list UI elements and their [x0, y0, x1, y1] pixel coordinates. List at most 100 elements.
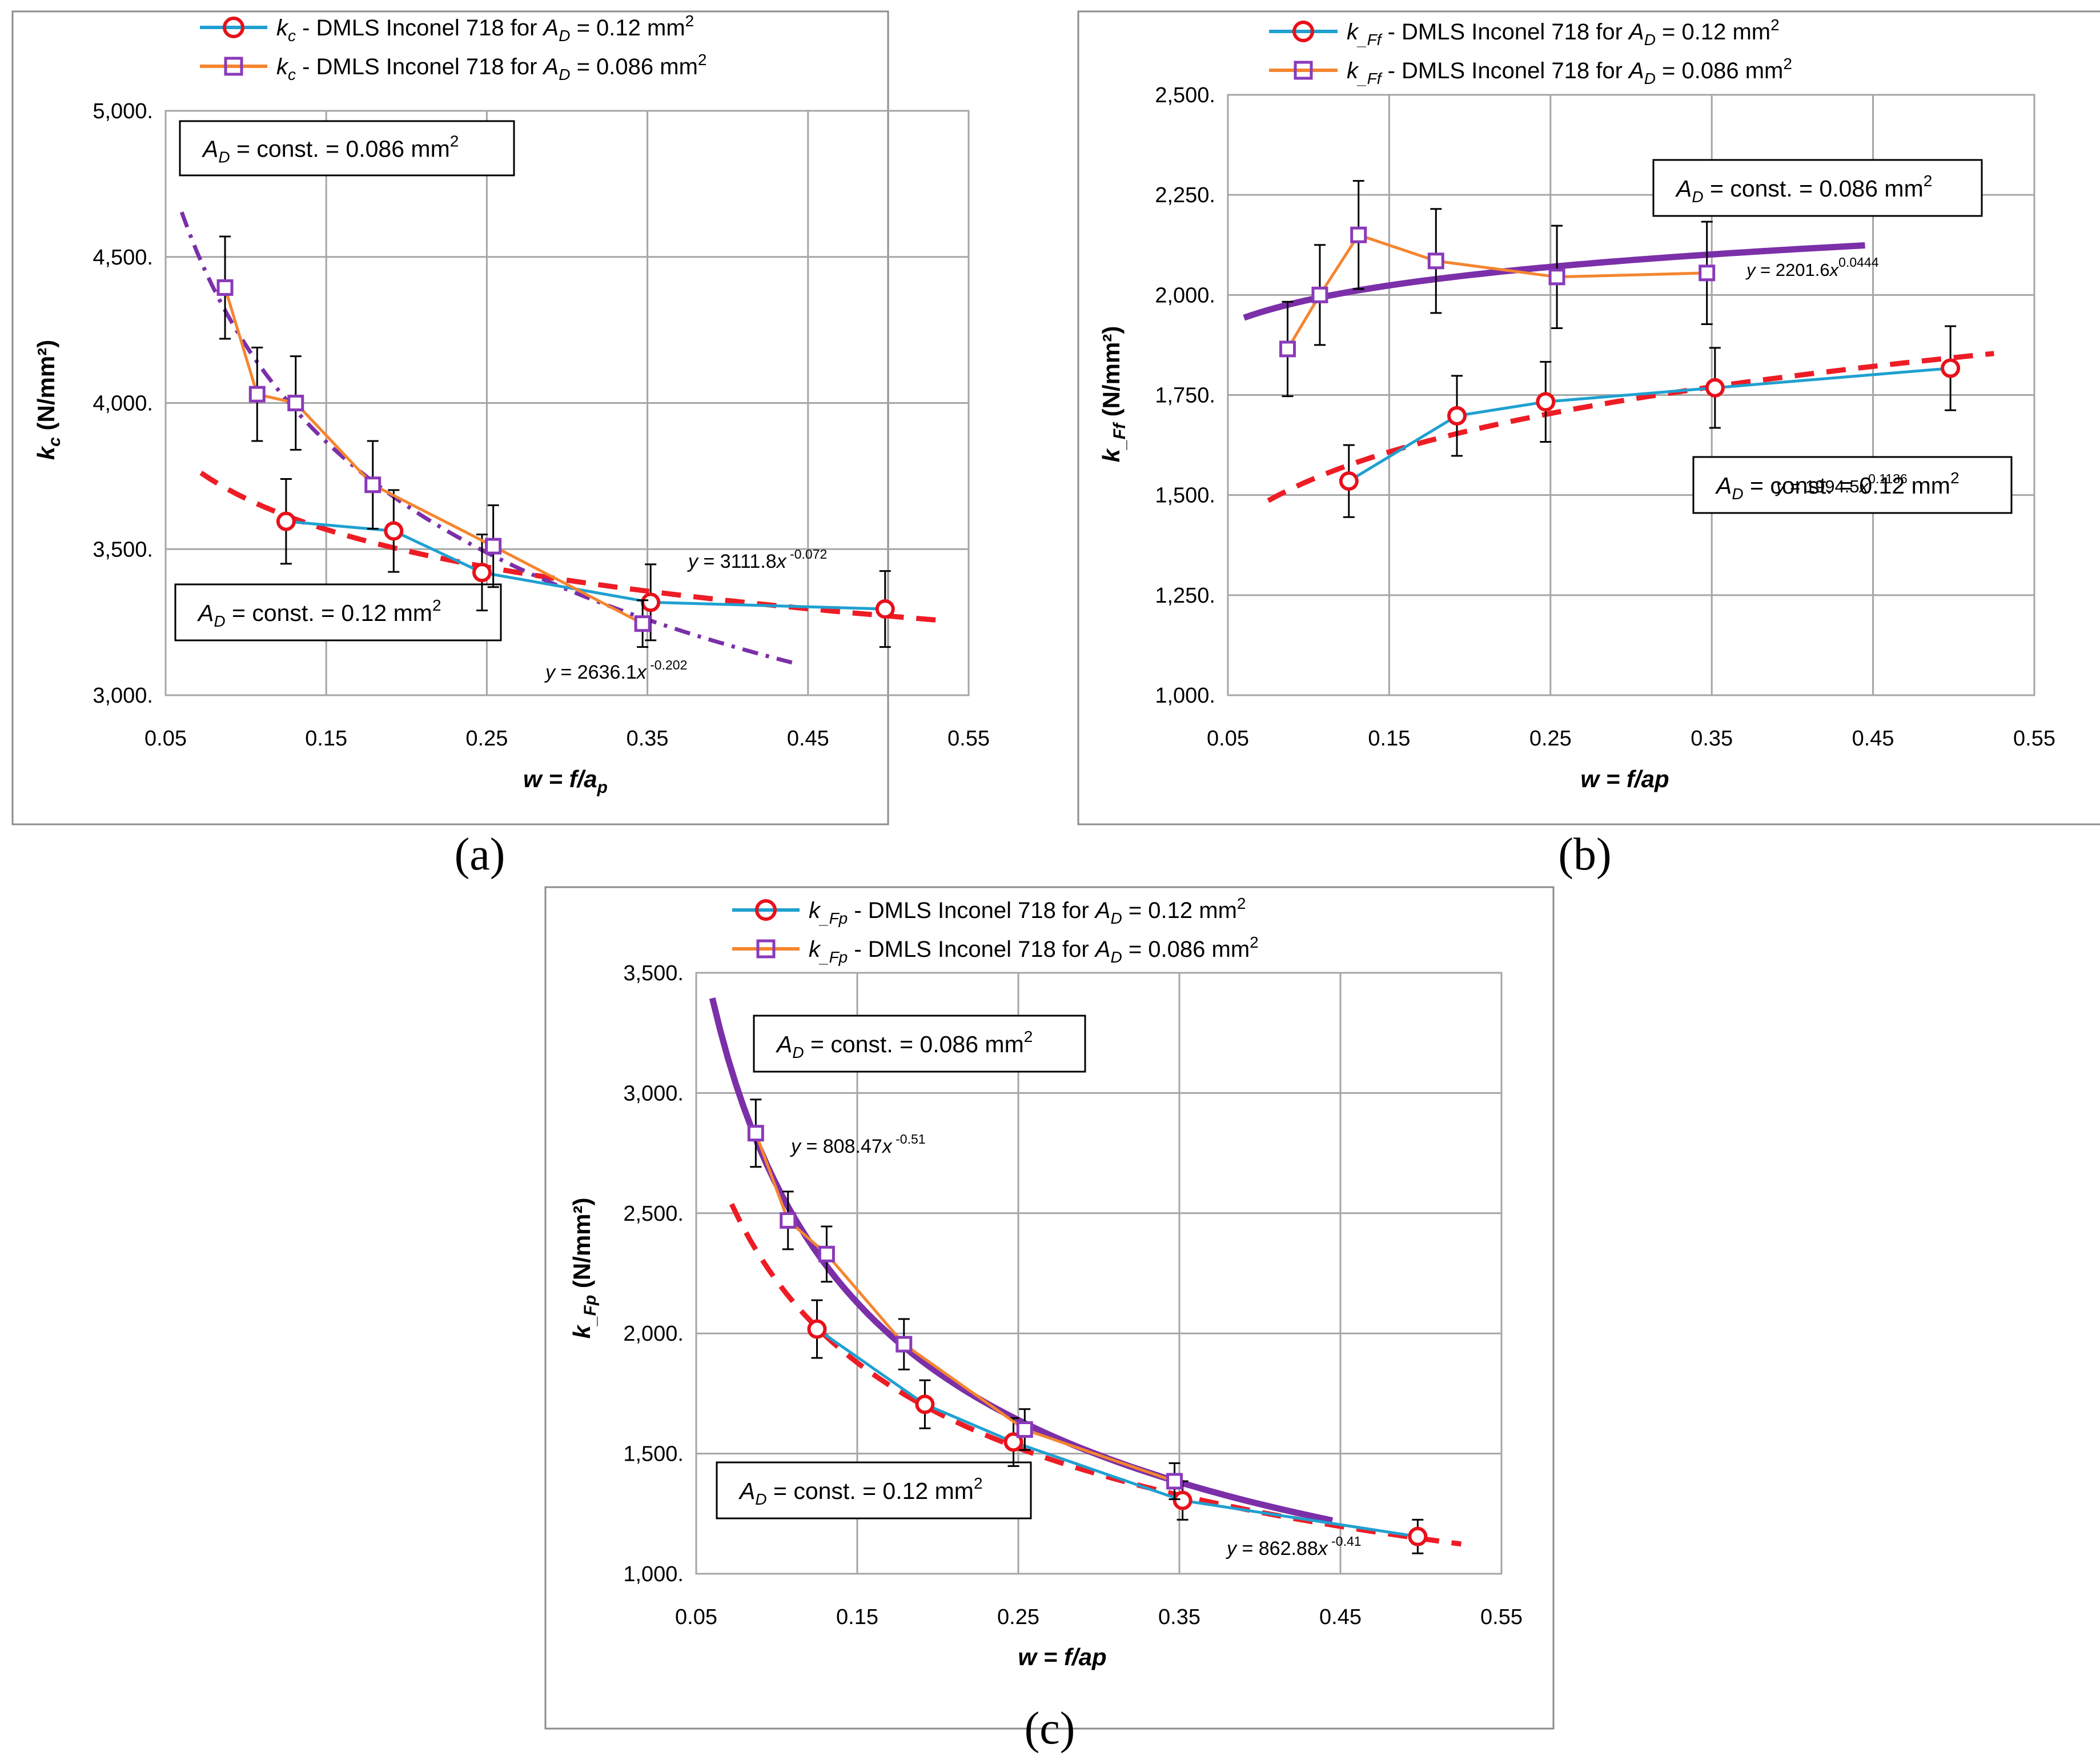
y-tick-label: 1,500. [1155, 484, 1215, 508]
chart-frame [11, 10, 889, 825]
series-line-0086 [1286, 233, 1707, 350]
chart-panel-b: 1,000. 1,250. 1,500. 1,750. 2,000. 2,250. 2,50… [1077, 10, 2100, 880]
data-point [915, 1394, 935, 1414]
chart-frame [544, 886, 1555, 1730]
trendline-fit-012 [729, 1202, 1462, 1547]
annotation-box [753, 1015, 1086, 1073]
annotation-box [1652, 159, 1983, 217]
data-point [896, 1336, 913, 1353]
trendline-equation: y = 2201.6x0.0444 [1745, 255, 1879, 280]
panel-caption: (a) [455, 829, 505, 880]
data-point [1350, 226, 1367, 243]
x-tick-label: 0.35 [1158, 1605, 1200, 1629]
legend-marker-circle [1292, 21, 1314, 42]
legend-marker-circle [223, 17, 244, 38]
data-point [485, 538, 502, 555]
legend-label: kc - DMLS Inconel 718 for AD = 0.086 mm2 [276, 51, 706, 83]
annotation-text: AD = const. = 0.12 mm2 [1714, 469, 1960, 503]
data-point [1003, 1432, 1023, 1452]
y-tick-label: 3,000. [93, 684, 153, 708]
x-tick-label: 0.55 [2013, 727, 2055, 751]
data-point [1166, 1473, 1183, 1490]
y-tick-label: 3,500. [93, 538, 153, 562]
trendline-equation: y = 862.88x -0.41 [1226, 1534, 1362, 1559]
legend-marker-square [1294, 61, 1313, 80]
y-tick-label: 2,500. [623, 1202, 684, 1226]
trendline-fit-0086 [1243, 242, 1865, 321]
y-tick-label: 3,500. [623, 961, 684, 985]
plot-area [164, 110, 970, 696]
x-tick-label: 0.05 [144, 727, 187, 751]
trendline-equation: y = 3111.8x -0.072 [687, 547, 827, 572]
y-tick-label: 2,250. [1155, 183, 1215, 207]
data-point [384, 521, 404, 541]
y-axis-label: kc (N/mm²) [33, 340, 64, 460]
chart-panel-a: 3,000. 3,500. 4,000. 4,500. 5,000. 0.05 0.15 0.… [11, 10, 990, 880]
annotation-text: AD = const. = 0.12 mm2 [738, 1474, 983, 1508]
data-point [807, 1319, 827, 1339]
annotation-text: AD = const. = 0.086 mm2 [1675, 172, 1932, 206]
x-tick-label: 0.55 [947, 727, 990, 751]
x-axis-label: w = f/ap [523, 765, 608, 797]
data-point [1279, 340, 1296, 358]
annotation-box [716, 1461, 1032, 1520]
legend-label: k_Fp - DMLS Inconel 718 for AD = 0.12 mm… [809, 895, 1246, 927]
y-tick-label: 1,000. [623, 1562, 684, 1586]
annotation-text: AD = const. = 0.12 mm2 [196, 596, 441, 630]
x-tick-label: 0.45 [1852, 727, 1894, 751]
legend-label: k_Ff - DMLS Inconel 718 for AD = 0.086 m… [1347, 55, 1792, 87]
x-tick-label: 0.35 [627, 727, 669, 751]
y-tick-label: 1,750. [1155, 384, 1215, 408]
y-tick-label: 5,000. [93, 99, 153, 123]
chart-panel-c: 1,000. 1,500. 2,000. 2,500. 3,000. 3,500. 0.05… [544, 886, 1555, 1754]
series-line-0086 [223, 287, 644, 625]
x-tick-label: 0.05 [1207, 727, 1249, 751]
y-tick-label: 2,000. [623, 1322, 684, 1346]
legend-marker-circle [755, 899, 777, 921]
panel-caption: (b) [1558, 829, 1611, 880]
legend-marker-square [756, 939, 776, 959]
data-point [1699, 264, 1716, 282]
y-axis-label: k_Ff (N/mm²) [1098, 326, 1129, 463]
data-point [472, 563, 492, 583]
x-tick-label: 0.25 [1529, 727, 1572, 751]
trendline-fit-012 [1267, 351, 1994, 503]
panel-caption: (c) [1025, 1703, 1075, 1754]
annotation-box [179, 120, 515, 177]
data-point [1427, 252, 1444, 270]
data-point [1548, 268, 1565, 286]
y-tick-label: 2,000. [1155, 283, 1215, 307]
y-tick-label: 4,500. [93, 246, 153, 270]
annotation-box [1692, 456, 2013, 514]
data-point [780, 1212, 797, 1229]
annotation-text: AD = const. = 0.086 mm2 [201, 133, 459, 166]
data-point [1173, 1490, 1192, 1510]
legend-marker-square [224, 57, 243, 76]
trendline-fit-012 [199, 471, 937, 623]
y-axis-label: k_Fp (N/mm²) [568, 1197, 600, 1338]
x-axis-label: w = f/ap [1018, 1643, 1106, 1670]
data-point [1339, 471, 1359, 491]
trendline-equation: y = 808.47x -0.51 [790, 1132, 926, 1157]
trendline-equation: y = 1994.5x0.1136 [1775, 471, 1908, 496]
y-tick-label: 1,000. [1155, 684, 1215, 708]
legend-label: k_Fp - DMLS Inconel 718 for AD = 0.086 m… [809, 933, 1259, 966]
x-tick-label: 0.45 [787, 727, 829, 751]
data-point [276, 511, 296, 531]
series-line-0086 [754, 1132, 1175, 1483]
legend-label: k_Ff - DMLS Inconel 718 for AD = 0.12 mm… [1347, 16, 1780, 49]
data-point [1705, 378, 1725, 398]
x-tick-label: 0.25 [465, 727, 508, 751]
x-tick-label: 0.25 [997, 1605, 1039, 1629]
data-point [875, 599, 895, 619]
data-point [287, 395, 304, 411]
legend-label: kc - DMLS Inconel 718 for AD = 0.12 mm2 [276, 12, 694, 45]
plot-area [1227, 94, 2035, 696]
x-tick-label: 0.35 [1691, 727, 1733, 751]
data-point [1016, 1421, 1033, 1438]
x-tick-label: 0.05 [675, 1605, 717, 1629]
y-tick-label: 4,000. [93, 392, 153, 416]
y-tick-label: 3,000. [623, 1081, 684, 1105]
y-tick-label: 1,250. [1155, 584, 1215, 608]
